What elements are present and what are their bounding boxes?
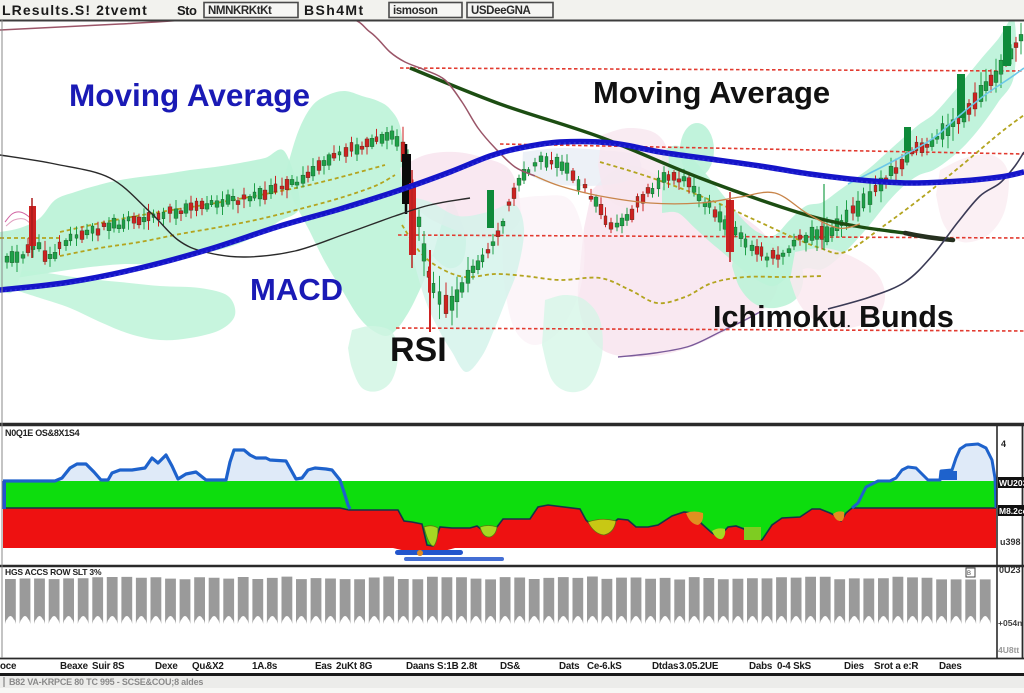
svg-text:Beaxe: Beaxe — [60, 661, 89, 672]
svg-text:0U23: 0U23 — [999, 565, 1021, 575]
svg-text:HGS ACCS ROW SLT 3%: HGS ACCS ROW SLT 3% — [5, 567, 102, 577]
svg-text:+054n: +054n — [998, 618, 1022, 628]
svg-text:Ce-6.kS: Ce-6.kS — [587, 661, 622, 672]
svg-text:S:1B 2.8t: S:1B 2.8t — [437, 661, 478, 672]
svg-text:Qu&X2: Qu&X2 — [192, 661, 224, 672]
svg-text:NMNKRKtKt: NMNKRKtKt — [208, 5, 272, 17]
svg-text:LResults.S! 2tvemt: LResults.S! 2tvemt — [2, 2, 148, 18]
svg-text:Eas: Eas — [315, 661, 333, 672]
svg-text:u398: u398 — [1000, 537, 1021, 547]
svg-text:B: B — [967, 571, 971, 577]
svg-text:Dies: Dies — [844, 661, 865, 672]
svg-text:USDeeGNA: USDeeGNA — [471, 5, 531, 17]
svg-text:BSh4Mt: BSh4Mt — [304, 2, 365, 18]
svg-text:3.05.2UE: 3.05.2UE — [679, 661, 719, 672]
svg-text:N0Q1E OS&8X1S4: N0Q1E OS&8X1S4 — [5, 428, 80, 438]
svg-text:0-4 SkS: 0-4 SkS — [777, 661, 812, 672]
svg-text:Daes: Daes — [939, 661, 962, 672]
svg-text:Daans: Daans — [406, 661, 435, 672]
svg-text:RSI: RSI — [390, 331, 447, 369]
svg-text:Moving Average: Moving Average — [593, 75, 830, 110]
svg-text:B82 VA-KRPCE 80 TC 995 - SCSE&: B82 VA-KRPCE 80 TC 995 - SCSE&COU;8 alde… — [9, 677, 203, 687]
svg-text:DS&: DS& — [500, 661, 520, 672]
svg-text:Srot a e:R: Srot a e:R — [874, 661, 918, 672]
svg-text:Dtdas: Dtdas — [652, 661, 679, 672]
svg-text:2uKt 8G: 2uKt 8G — [336, 661, 373, 672]
svg-text:WU203: WU203 — [999, 478, 1024, 488]
svg-text:4: 4 — [1001, 439, 1006, 449]
svg-text:Moving Average: Moving Average — [69, 77, 310, 113]
svg-text:Dats: Dats — [559, 661, 580, 672]
svg-text:MACD: MACD — [250, 272, 343, 307]
svg-text:oce: oce — [0, 661, 17, 672]
svg-text:Suir 8S: Suir 8S — [92, 661, 125, 672]
svg-text:Sto: Sto — [177, 3, 197, 18]
svg-text:ismoson: ismoson — [393, 5, 438, 17]
svg-text:Dabs: Dabs — [749, 661, 773, 672]
svg-text:Ichimoku. Bunds: Ichimoku. Bunds — [713, 300, 954, 334]
svg-text:1A.8s: 1A.8s — [252, 661, 278, 672]
svg-text:4U8tt: 4U8tt — [998, 645, 1019, 655]
svg-text:M8.2ce: M8.2ce — [999, 506, 1024, 516]
svg-text:Dexe: Dexe — [155, 661, 178, 672]
